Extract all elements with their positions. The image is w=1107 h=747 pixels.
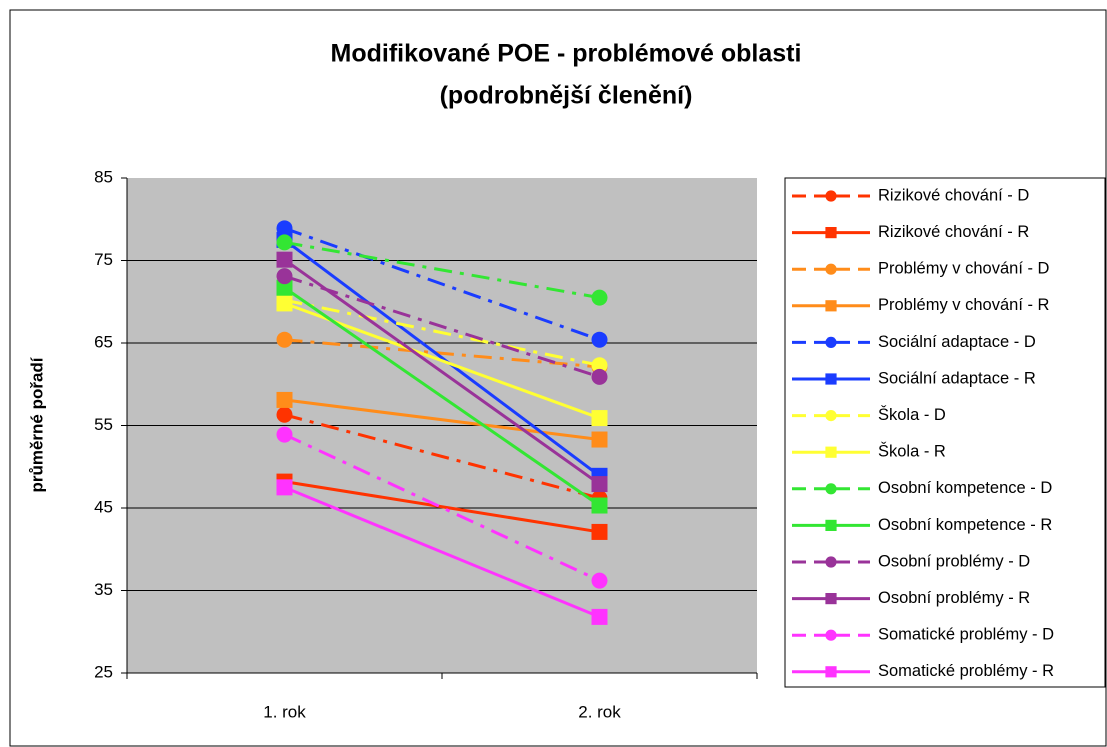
marker (591, 572, 608, 589)
marker (276, 251, 293, 268)
marker (825, 263, 837, 275)
marker (591, 368, 608, 385)
chart-title: (podrobnější členění) (440, 82, 693, 110)
marker (825, 483, 837, 495)
series-line (284, 338, 600, 369)
y-tick-label: 45 (94, 497, 113, 516)
legend-label: Škola - R (878, 442, 946, 461)
series-line (283, 238, 601, 478)
y-tick-label: 65 (94, 332, 113, 351)
marker (276, 279, 293, 296)
series-line (284, 274, 600, 379)
legend-label: Sociální adaptace - D (878, 333, 1036, 351)
y-tick-label: 25 (94, 662, 113, 681)
marker (825, 190, 837, 202)
legend-label: Problémy v chování - D (878, 260, 1050, 278)
legend-label: Rizikové chování - R (878, 223, 1029, 241)
series-line (283, 226, 601, 342)
marker (591, 497, 608, 514)
series-line (283, 485, 601, 619)
marker (276, 234, 293, 251)
legend-label: Osobní problémy - D (878, 552, 1030, 570)
legend-label: Sociální adaptace - R (878, 369, 1036, 387)
marker (591, 608, 608, 625)
x-tick-label: 1. rok (263, 702, 306, 721)
marker (825, 410, 837, 422)
marker (276, 331, 293, 348)
series-line (283, 286, 601, 507)
y-tick-label: 35 (94, 580, 113, 599)
series-line (284, 298, 600, 367)
y-tick-label: 75 (94, 250, 113, 269)
marker (591, 357, 608, 374)
y-axis-label: průměrné pořadí (27, 356, 46, 492)
legend (784, 177, 1106, 688)
marker (825, 593, 837, 605)
marker (825, 556, 837, 568)
legend-label: Osobní kompetence - R (878, 516, 1052, 534)
marker (276, 268, 293, 285)
marker (825, 666, 837, 678)
marker (276, 391, 293, 408)
chart-title: Modifikované POE - problémové oblasti (331, 40, 802, 68)
marker (825, 519, 837, 531)
legend-label: Rizikové chování - D (878, 186, 1029, 204)
series-line (283, 258, 601, 486)
marker (825, 446, 837, 458)
legend-label: Osobní kompetence - D (878, 479, 1052, 497)
marker (276, 406, 293, 423)
series-line (284, 413, 600, 500)
marker (591, 523, 608, 540)
series-line (284, 398, 600, 442)
series-line (284, 480, 600, 534)
legend-label: Somatické problémy - R (878, 662, 1054, 680)
y-tick-label: 85 (94, 167, 113, 186)
marker (825, 629, 837, 641)
marker (591, 331, 608, 348)
y-tick-label: 55 (94, 415, 113, 434)
marker (591, 476, 608, 493)
legend-label: Škola - D (878, 405, 946, 424)
marker (276, 426, 293, 443)
marker (825, 227, 837, 239)
marker (591, 431, 608, 448)
legend-label: Osobní problémy - R (878, 589, 1030, 607)
marker (591, 289, 608, 306)
legend-label: Somatické problémy - D (878, 626, 1054, 644)
marker (825, 336, 837, 348)
legend-label: Problémy v chování - R (878, 296, 1050, 314)
marker (591, 410, 608, 427)
marker (276, 295, 293, 312)
series-line (284, 240, 600, 300)
marker (276, 479, 293, 496)
x-tick-label: 2. rok (578, 702, 621, 721)
marker (825, 300, 837, 312)
marker (825, 373, 837, 385)
